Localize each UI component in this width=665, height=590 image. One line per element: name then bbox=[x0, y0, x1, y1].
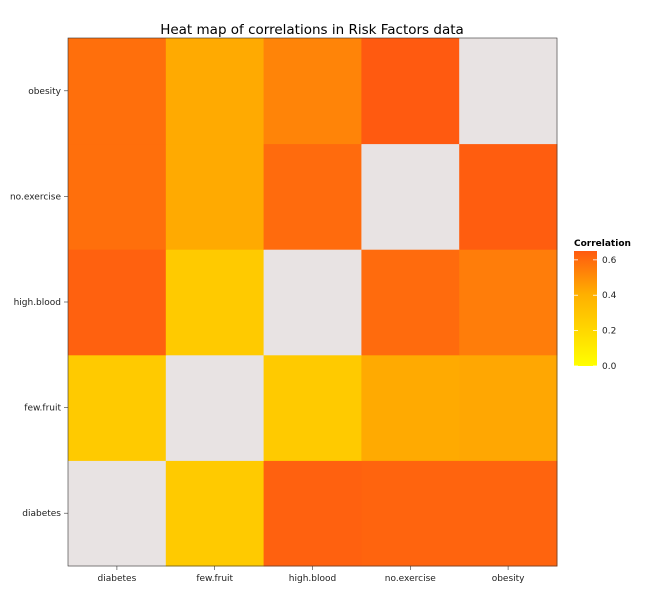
heatmap-cell-few.fruit-high.blood bbox=[263, 354, 362, 461]
x-axis: diabetes few.fruit high.blood no.exercise ob… bbox=[98, 566, 525, 584]
x-tick-label: few.fruit bbox=[196, 574, 233, 584]
heatmap-cell-high.blood-obesity bbox=[459, 249, 558, 356]
heatmap-cells bbox=[68, 38, 558, 567]
heatmap-cell-obesity-high.blood bbox=[263, 38, 362, 145]
legend-tick-label: 0.6 bbox=[602, 256, 617, 266]
heatmap-cell-few.fruit-few.fruit bbox=[165, 354, 265, 461]
heatmap-cell-no.exercise-high.blood bbox=[263, 143, 362, 250]
legend-tick-label: 0.4 bbox=[602, 291, 617, 301]
heatmap-cell-few.fruit-diabetes bbox=[68, 354, 167, 461]
y-tick-label: obesity bbox=[28, 87, 61, 97]
y-tick-label: no.exercise bbox=[10, 192, 62, 202]
heatmap-cell-diabetes-diabetes bbox=[68, 460, 167, 567]
heatmap-cell-diabetes-high.blood bbox=[263, 460, 362, 567]
heatmap-cell-obesity-few.fruit bbox=[165, 38, 265, 145]
heatmap-cell-no.exercise-diabetes bbox=[68, 143, 167, 250]
heatmap-cell-high.blood-high.blood bbox=[263, 249, 362, 356]
heatmap-cell-no.exercise-few.fruit bbox=[165, 143, 265, 250]
heatmap-cell-obesity-diabetes bbox=[68, 38, 167, 145]
x-tick-label: high.blood bbox=[289, 574, 336, 584]
heatmap-cell-high.blood-diabetes bbox=[68, 249, 167, 356]
x-tick-label: no.exercise bbox=[385, 574, 437, 584]
legend-tick-label: 0.2 bbox=[602, 327, 616, 337]
heatmap-cell-high.blood-no.exercise bbox=[361, 249, 460, 356]
heatmap-cell-few.fruit-no.exercise bbox=[361, 354, 460, 461]
heatmap-cell-no.exercise-obesity bbox=[459, 143, 558, 250]
x-tick-label: obesity bbox=[492, 574, 525, 584]
heatmap-cell-obesity-no.exercise bbox=[361, 38, 460, 145]
heatmap-cell-diabetes-few.fruit bbox=[165, 460, 265, 567]
heatmap-cell-high.blood-few.fruit bbox=[165, 249, 265, 356]
heatmap-cell-obesity-obesity bbox=[459, 38, 558, 145]
x-tick-label: diabetes bbox=[98, 574, 137, 584]
legend-color-bar bbox=[574, 251, 597, 366]
heatmap-cell-diabetes-obesity bbox=[459, 460, 558, 567]
heatmap-cell-few.fruit-obesity bbox=[459, 354, 558, 461]
legend-tick-label: 0.0 bbox=[602, 362, 617, 372]
legend-ticks: 0.0 0.2 0.4 0.6 bbox=[574, 256, 617, 372]
chart-title: Heat map of correlations in Risk Factors… bbox=[160, 22, 464, 38]
y-tick-label: few.fruit bbox=[24, 404, 61, 414]
y-axis: diabetes few.fruit high.blood no.exercise ob… bbox=[10, 87, 68, 519]
heatmap-cell-no.exercise-no.exercise bbox=[361, 143, 460, 250]
y-tick-label: diabetes bbox=[22, 509, 61, 519]
legend: Correlation 0.0 0.2 0.4 0.6 bbox=[574, 239, 631, 372]
y-tick-label: high.blood bbox=[14, 298, 61, 308]
heatmap-cell-diabetes-no.exercise bbox=[361, 460, 460, 567]
legend-title: Correlation bbox=[574, 239, 631, 249]
